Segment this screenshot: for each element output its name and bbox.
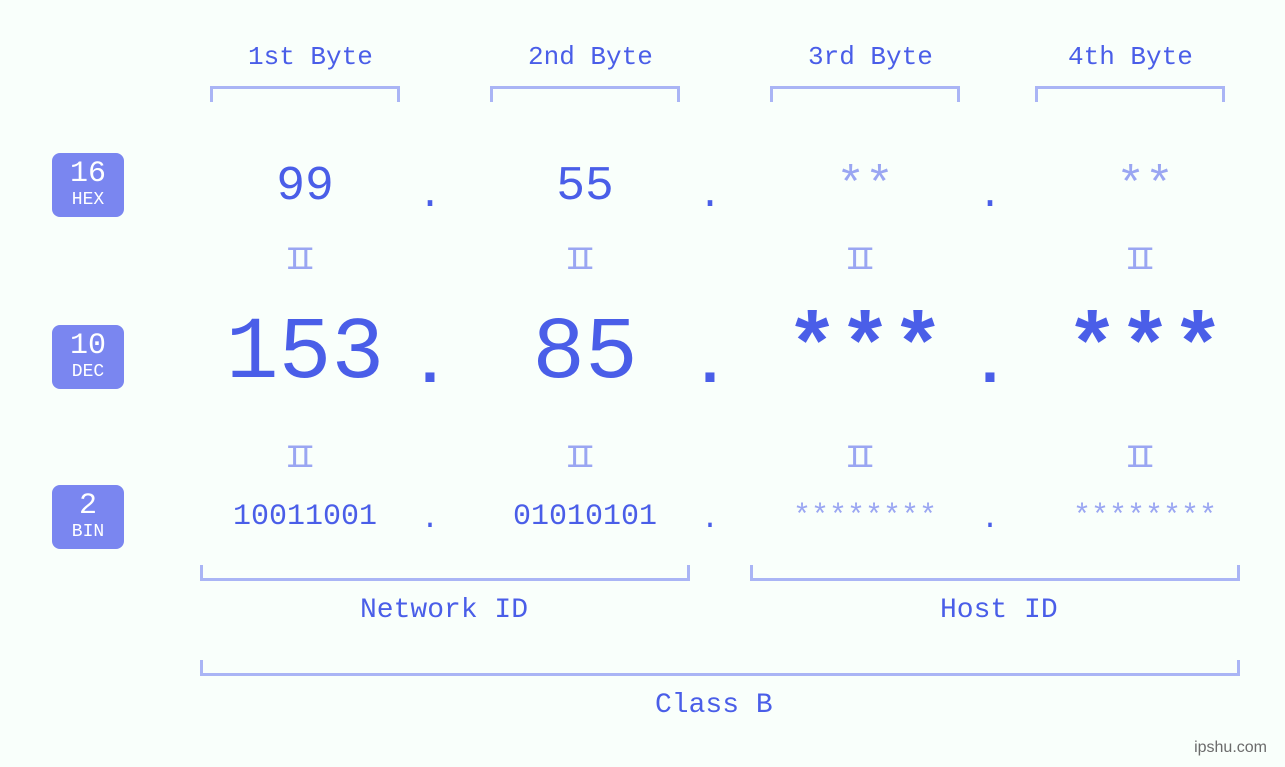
badge-bin: 2 BIN [52,485,124,549]
bin-dot-3: . [975,503,1005,537]
watermark: ipshu.com [1194,739,1267,757]
hex-dot-3: . [970,174,1010,219]
hex-byte-1: 99 [180,160,430,214]
bracket-class [200,660,1240,676]
bracket-byte-4 [1035,86,1225,102]
eq-2-1: II [285,440,307,477]
dec-dot-1: . [405,330,455,402]
dec-dot-2: . [685,330,735,402]
bin-dot-2: . [695,503,725,537]
badge-hex-label: HEX [52,191,124,209]
eq-2-2: II [565,440,587,477]
bin-byte-2: 01010101 [460,500,710,534]
label-class: Class B [655,690,773,721]
hex-byte-3: ** [740,160,990,214]
bin-byte-4: ******** [1020,500,1270,534]
dec-byte-1: 153 [180,305,430,404]
badge-dec: 10 DEC [52,325,124,389]
eq-1-4: II [1125,242,1147,279]
byte-header-4: 4th Byte [1068,42,1193,72]
hex-byte-2: 55 [460,160,710,214]
badge-hex-num: 16 [52,159,124,189]
eq-2-4: II [1125,440,1147,477]
badge-bin-num: 2 [52,491,124,521]
hex-byte-4: ** [1020,160,1270,214]
bracket-network-id [200,565,690,581]
bin-dot-1: . [415,503,445,537]
hex-dot-1: . [410,174,450,219]
hex-dot-2: . [690,174,730,219]
label-host-id: Host ID [940,595,1058,626]
dec-byte-4: *** [1020,302,1270,401]
eq-1-1: II [285,242,307,279]
bin-byte-3: ******** [740,500,990,534]
diagram-container: 1st Byte 2nd Byte 3rd Byte 4th Byte 16 H… [0,0,1285,767]
bracket-host-id [750,565,1240,581]
label-network-id: Network ID [360,595,528,626]
badge-dec-label: DEC [52,363,124,381]
badge-bin-label: BIN [52,523,124,541]
eq-1-2: II [565,242,587,279]
dec-dot-3: . [965,330,1015,402]
bracket-byte-2 [490,86,680,102]
badge-hex: 16 HEX [52,153,124,217]
bracket-byte-3 [770,86,960,102]
dec-byte-3: *** [740,302,990,401]
eq-1-3: II [845,242,867,279]
bracket-byte-1 [210,86,400,102]
byte-header-1: 1st Byte [248,42,373,72]
byte-header-2: 2nd Byte [528,42,653,72]
bin-byte-1: 10011001 [180,500,430,534]
dec-byte-2: 85 [460,305,710,404]
eq-2-3: II [845,440,867,477]
badge-dec-num: 10 [52,331,124,361]
byte-header-3: 3rd Byte [808,42,933,72]
